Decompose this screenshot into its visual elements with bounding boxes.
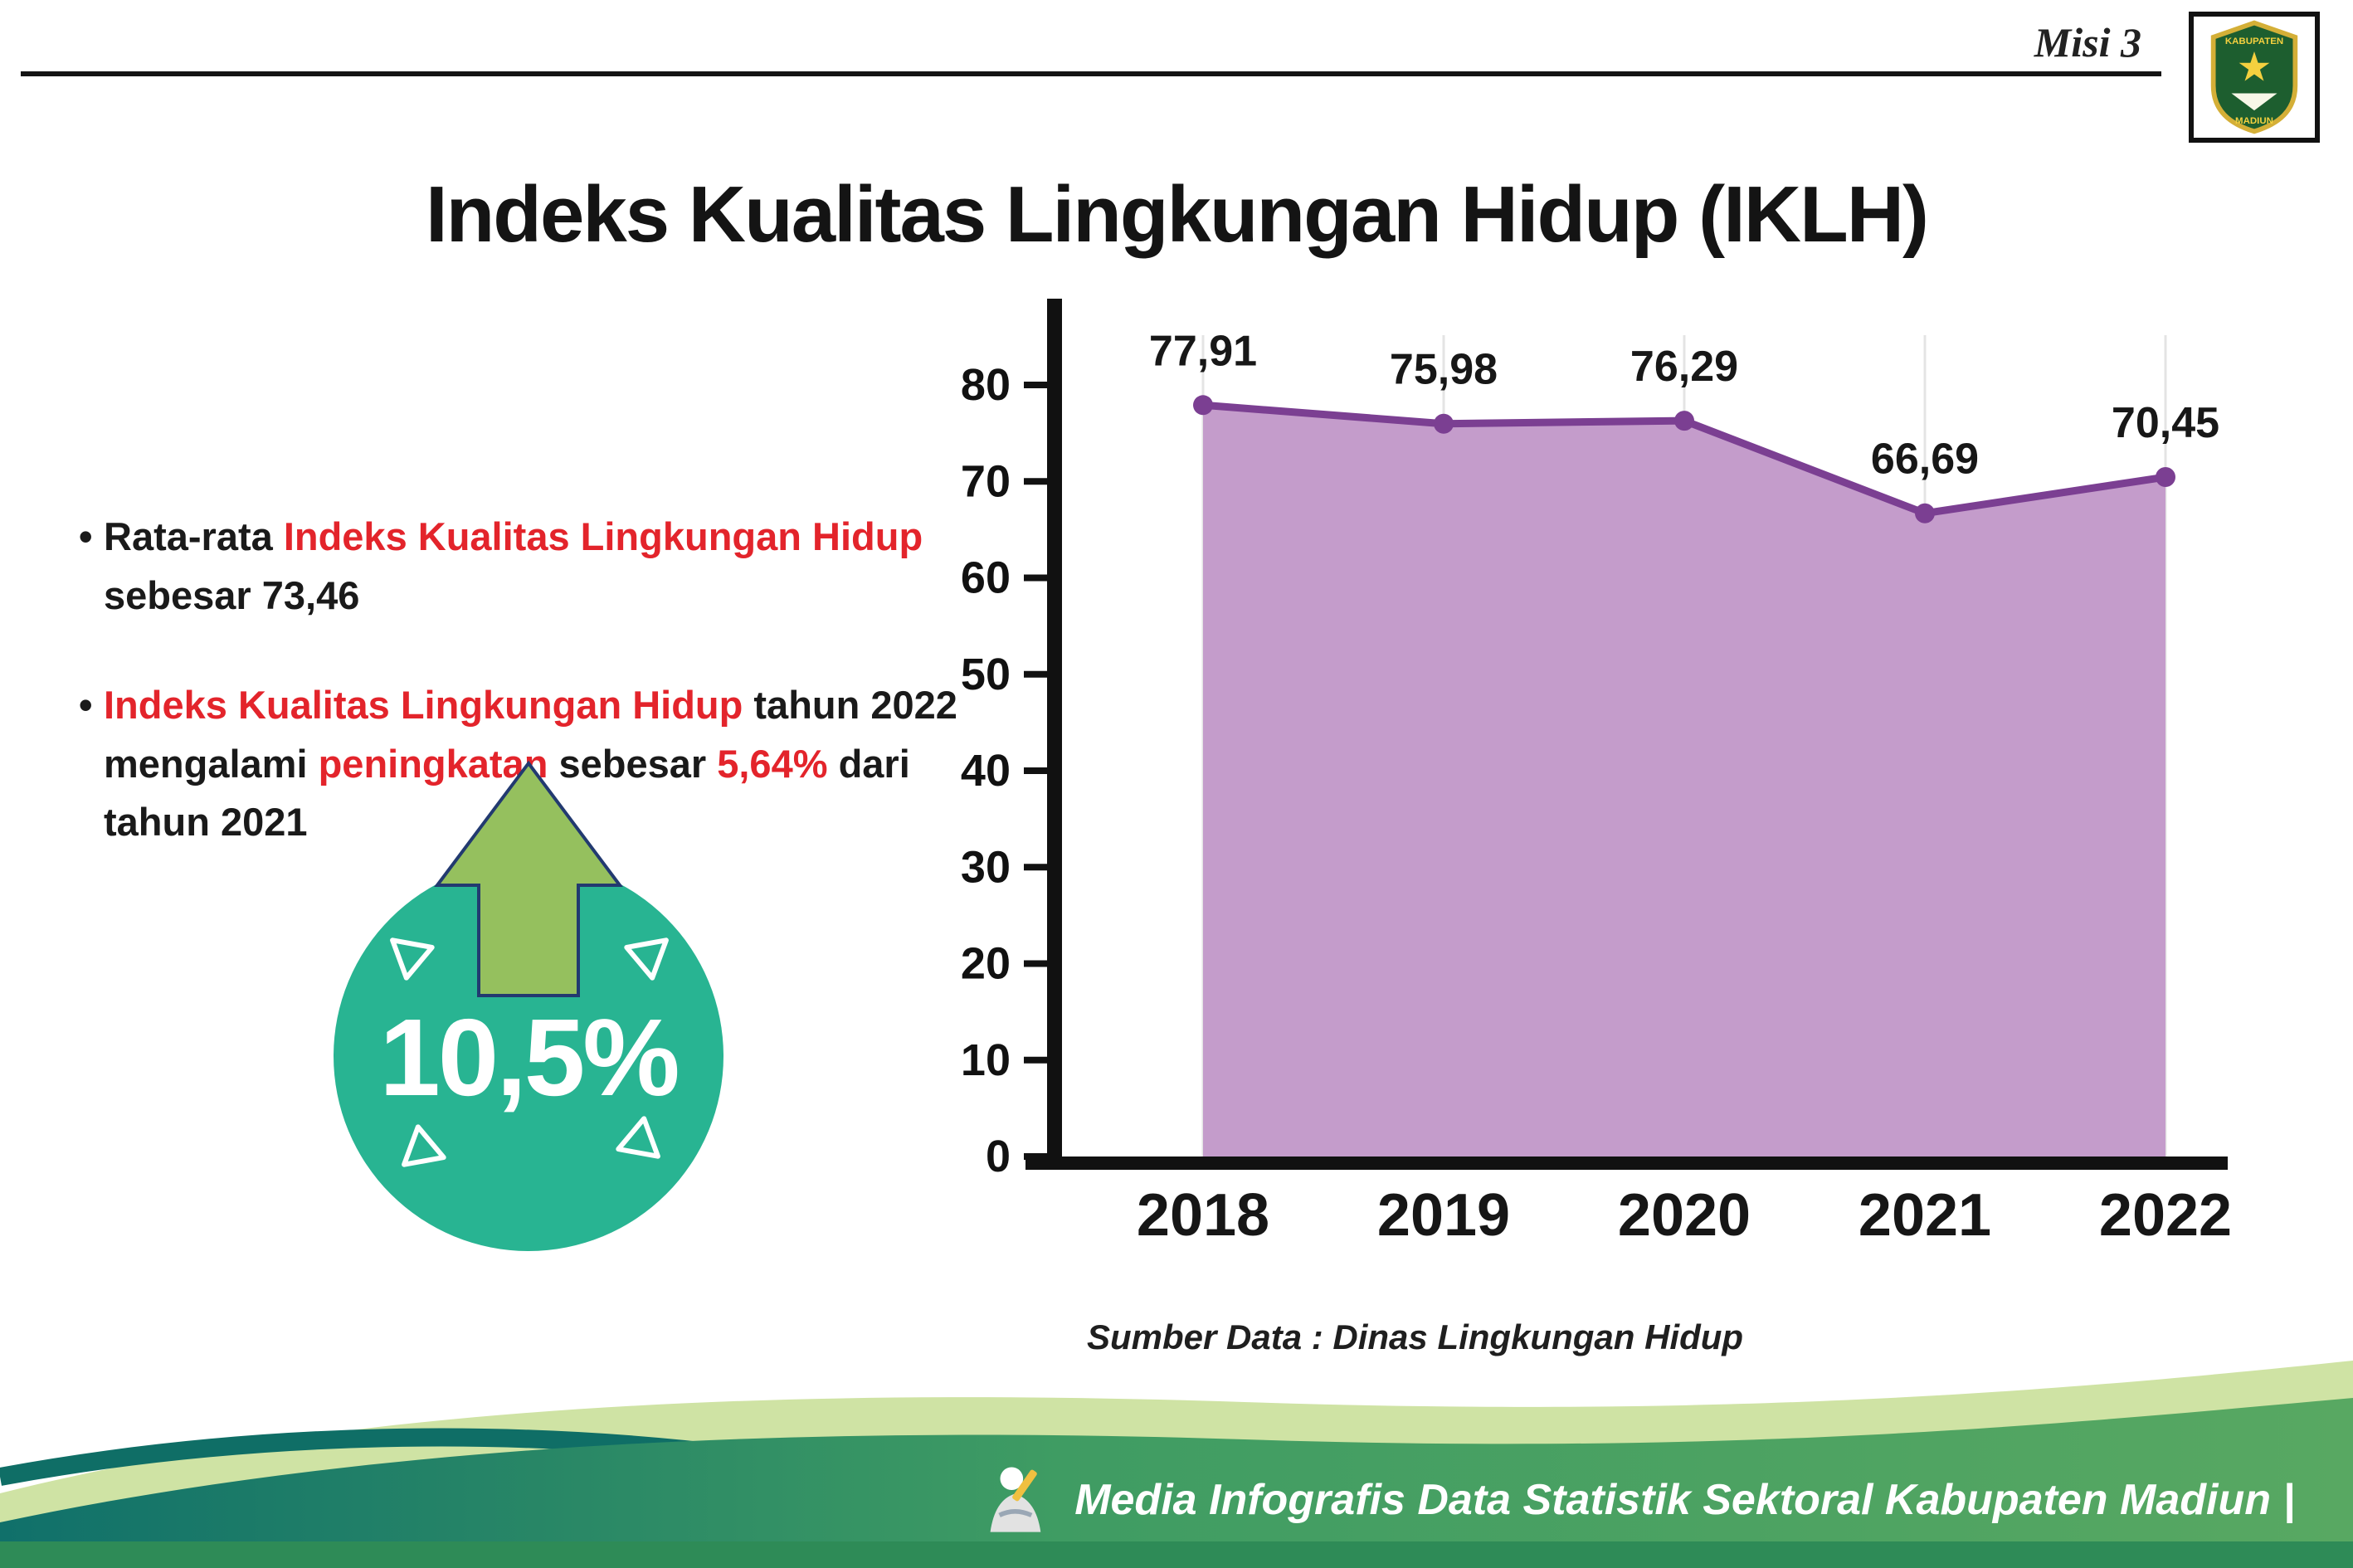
misi-label: Misi 3 [2034, 19, 2141, 66]
svg-text:2019: 2019 [1377, 1182, 1510, 1249]
data-labels: 77,91 75,98 76,29 66,69 70,45 [1149, 327, 2219, 483]
svg-text:66,69: 66,69 [1871, 436, 1979, 484]
area-fill [1203, 405, 2165, 1157]
mascot-icon [990, 1467, 1041, 1532]
logo-chevron [2231, 93, 2277, 111]
svg-text:70: 70 [961, 456, 1011, 506]
badge-value: 10,5% [379, 996, 677, 1118]
logo-shield [2210, 20, 2298, 134]
y-axis [1047, 299, 1062, 1170]
svg-text:76,29: 76,29 [1630, 343, 1738, 391]
bullet1-text-post: sebesar 73,46 [104, 572, 360, 617]
bullet2-highlight-2: peningkatan [318, 741, 548, 786]
key-findings: • Rata-rata Indeks Kualitas Lingkungan Hi… [79, 469, 958, 903]
logo-text-bottom: MADIUN [2235, 116, 2273, 126]
bullet1-highlight: Indeks Kualitas Lingkungan Hidup [283, 514, 923, 558]
footer-caption-row: Media Infografis Data Statistik Sektoral… [977, 1462, 2295, 1538]
svg-text:50: 50 [961, 650, 1011, 699]
bullet2-highlight-3: 5,64% [717, 741, 828, 786]
svg-text:40: 40 [961, 746, 1011, 796]
logo-star-icon [2239, 51, 2270, 81]
data-point [1434, 413, 1454, 434]
svg-text:20: 20 [961, 939, 1011, 989]
y-tick-labels: 0 10 20 30 40 50 60 70 80 [961, 360, 1047, 1181]
svg-text:2018: 2018 [1137, 1182, 1269, 1249]
svg-text:30: 30 [961, 842, 1011, 892]
svg-text:77,91: 77,91 [1149, 327, 1257, 375]
svg-text:10: 10 [961, 1035, 1011, 1085]
logo-frame: KABUPATEN MADIUN [2189, 12, 2320, 143]
svg-text:2021: 2021 [1859, 1182, 1991, 1249]
up-arrow-icon [434, 760, 623, 997]
bullet-increase-2022: • Indeks Kualitas Lingkungan Hidup tahun … [79, 676, 958, 852]
data-source: Sumber Data : Dinas Lingkungan Hidup [1087, 1317, 1744, 1356]
badge-triangle-marks [390, 937, 669, 1167]
header-rule [21, 71, 2161, 76]
svg-text:2020: 2020 [1618, 1182, 1751, 1249]
x-tick-labels: 2018 2019 2020 2021 2022 [1137, 1182, 2232, 1249]
increase-badge: 10,5% [334, 760, 723, 1251]
svg-text:75,98: 75,98 [1390, 346, 1498, 394]
svg-text:70,45: 70,45 [2112, 399, 2219, 447]
footer-wave-art [0, 1361, 2353, 1568]
svg-text:80: 80 [961, 360, 1011, 410]
bullet2-text-2: sebesar [548, 741, 718, 786]
footer-wave-main [0, 1398, 2353, 1568]
bullet1-text-pre: Rata-rata [104, 514, 284, 558]
data-point [1915, 503, 1935, 523]
svg-text:0: 0 [986, 1132, 1011, 1181]
iklh-area-chart: 77,91 75,98 76,29 66,69 70,45 0 10 20 30 40 50 60 70… [961, 299, 2232, 1249]
data-point [1674, 411, 1694, 431]
page-title: Indeks Kualitas Lingkungan Hidup (IKLH) [425, 170, 1929, 260]
x-axis [1025, 1157, 2228, 1170]
bullet2-text-1: tahun 2022 mengalami [104, 683, 957, 786]
footer-bottom-strip [0, 1541, 2353, 1568]
data-point [1193, 395, 1213, 416]
data-point [2156, 467, 2175, 488]
logo-text-top: KABUPATEN [2225, 37, 2283, 46]
bullet-dot: • [79, 683, 93, 727]
bullet2-text-3: dari tahun 2021 [104, 741, 910, 845]
bullet-average-iklh: • Rata-rata Indeks Kualitas Lingkungan Hi… [79, 508, 958, 625]
bullet-dot: • [79, 514, 93, 558]
footer-caption: Media Infografis Data Statistik Sektoral… [1074, 1476, 2295, 1524]
bullet2-highlight-1: Indeks Kualitas Lingkungan Hidup [104, 683, 743, 727]
svg-text:60: 60 [961, 553, 1011, 603]
kabupaten-madiun-logo: KABUPATEN MADIUN [2210, 20, 2298, 134]
svg-text:2022: 2022 [2099, 1182, 2232, 1249]
badge-circle [334, 861, 723, 1251]
